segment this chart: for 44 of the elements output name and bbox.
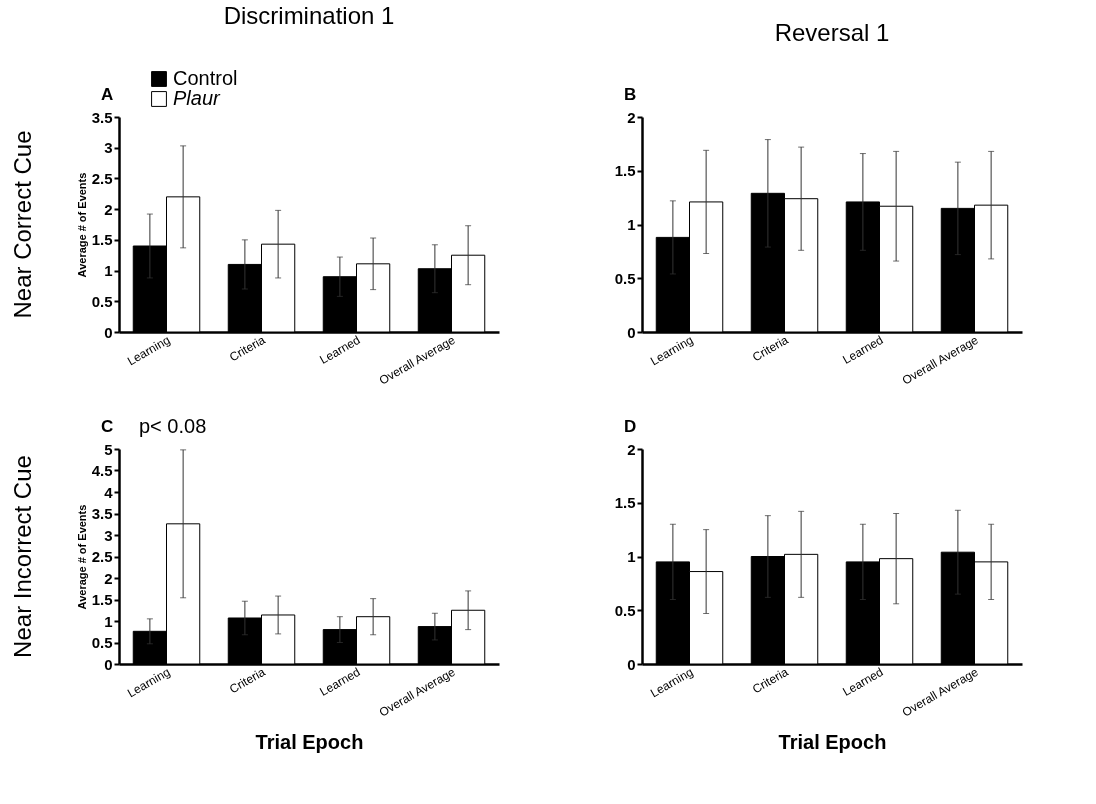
y-tick-label: 0.5 — [614, 601, 636, 619]
x-axis-title: Trial Epoch — [778, 730, 887, 753]
y-tick-label: 0 — [627, 323, 636, 341]
y-tick-label: 2 — [627, 440, 636, 458]
y-tick-label: 5 — [104, 440, 113, 458]
y-tick-label: 1 — [104, 612, 113, 630]
y-tick-label: 1.5 — [614, 162, 636, 180]
y-tick-label: 3 — [104, 526, 113, 544]
y-tick-label: 4.5 — [91, 462, 113, 479]
y-axis-title: Average # of Events — [75, 504, 88, 610]
y-tick-label: 4 — [104, 483, 114, 501]
y-tick-label: 3 — [104, 139, 113, 157]
y-tick-label: 0 — [104, 655, 113, 673]
legend-label: Control — [173, 67, 238, 89]
y-tick-label: 1 — [627, 548, 636, 565]
y-tick-label: 2 — [104, 569, 113, 587]
y-tick-label: 3.5 — [91, 108, 113, 126]
text: C — [101, 417, 114, 436]
y-tick-label: 2.5 — [91, 169, 113, 187]
y-tick-label: 0.5 — [91, 292, 113, 310]
text: Near Incorrect Cue — [9, 455, 36, 658]
y-tick-label: 1 — [627, 216, 636, 233]
x-axis-title: Trial Epoch — [255, 730, 364, 753]
y-tick-label: 2.5 — [91, 548, 113, 565]
text: A — [101, 85, 114, 104]
y-tick-label: 1 — [104, 262, 113, 280]
legend-label: Plaur — [173, 87, 222, 109]
y-tick-label: 0.5 — [614, 269, 636, 287]
text: D — [624, 417, 637, 436]
y-tick-label: 3.5 — [91, 505, 113, 522]
text: p< 0.08 — [139, 415, 207, 437]
y-tick-label: 0.5 — [91, 634, 113, 651]
y-tick-label: 2 — [627, 108, 636, 126]
y-tick-label: 2 — [104, 200, 113, 218]
y-axis-title: Average # of Events — [75, 172, 88, 278]
text: B — [624, 85, 637, 104]
y-tick-label: 1.5 — [614, 494, 636, 512]
chart-title: Reversal 1 — [774, 19, 890, 46]
y-tick-label: 0 — [104, 323, 113, 341]
y-tick-label: 1.5 — [91, 591, 113, 608]
text: Near Correct Cue — [9, 130, 36, 319]
chart-title: Discrimination 1 — [223, 2, 395, 29]
y-tick-label: 1.5 — [91, 231, 113, 249]
y-tick-label: 0 — [627, 655, 636, 673]
